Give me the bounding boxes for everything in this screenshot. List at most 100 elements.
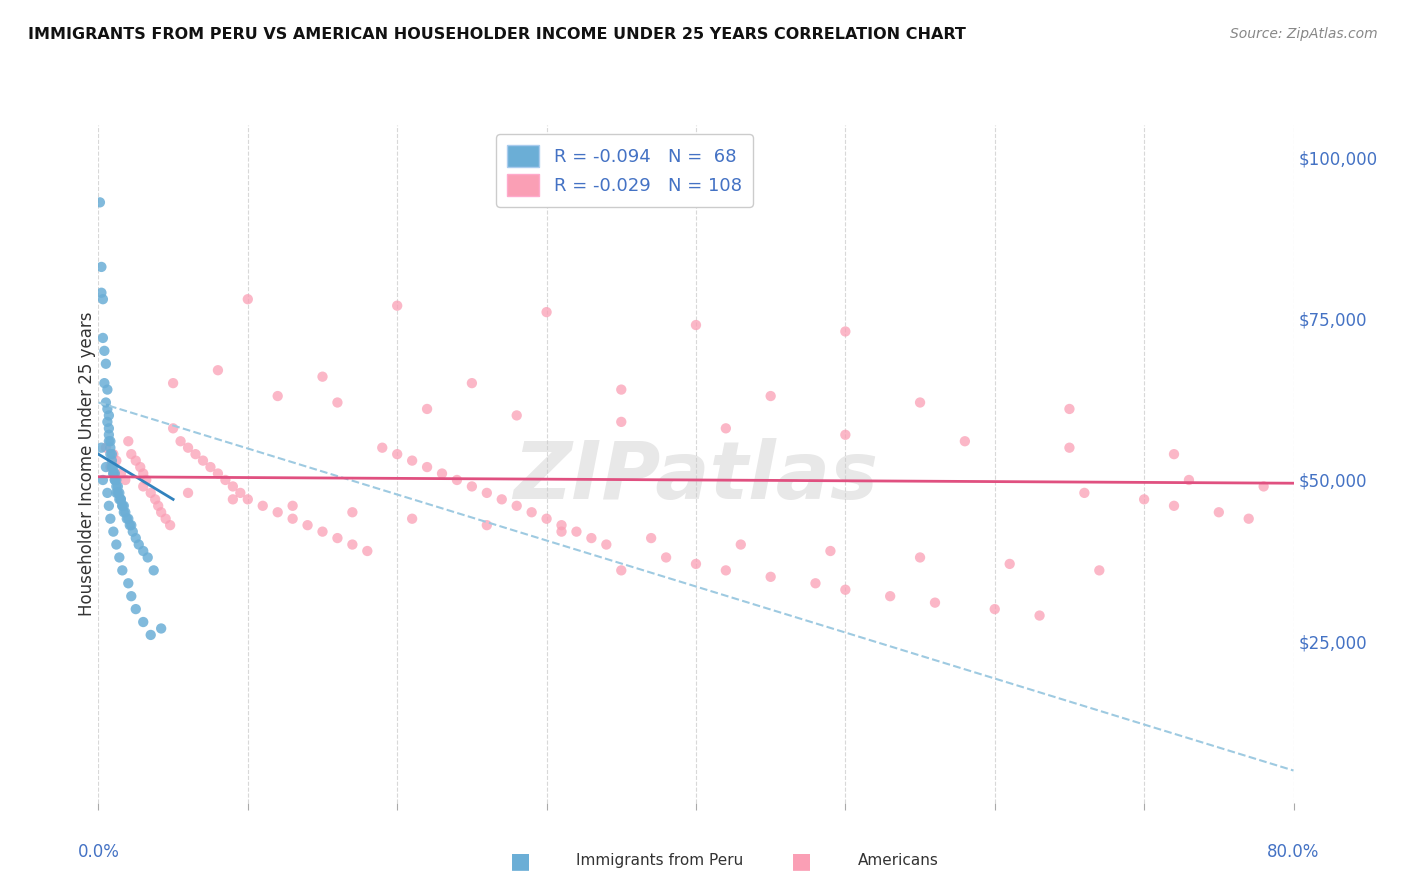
Point	[1059, 401, 1081, 416]
Point	[984, 602, 1007, 616]
Text: Source: ZipAtlas.com: Source: ZipAtlas.com	[1230, 27, 1378, 41]
Point	[430, 467, 453, 481]
Point	[520, 505, 543, 519]
Point	[177, 486, 200, 500]
Point	[565, 524, 588, 539]
Point	[100, 447, 122, 461]
Point	[834, 582, 856, 597]
Point	[93, 376, 115, 391]
Point	[97, 409, 120, 423]
Point	[356, 544, 378, 558]
Point	[108, 492, 131, 507]
Point	[118, 518, 141, 533]
Point	[236, 292, 259, 306]
Point	[1163, 499, 1185, 513]
Point	[1028, 608, 1050, 623]
Point	[100, 512, 122, 526]
Point	[104, 473, 127, 487]
Point	[139, 628, 162, 642]
Point	[222, 479, 245, 493]
Point	[326, 531, 349, 545]
Point	[115, 512, 138, 526]
Point	[104, 473, 127, 487]
Point	[446, 473, 468, 487]
Point	[117, 576, 139, 591]
Point	[150, 505, 173, 519]
Point	[461, 479, 484, 493]
Point	[101, 447, 124, 461]
Point	[236, 492, 259, 507]
Point	[491, 492, 513, 507]
Point	[136, 550, 159, 565]
Point	[475, 518, 498, 533]
Point	[342, 505, 364, 519]
Point	[103, 460, 125, 475]
Point	[281, 512, 304, 526]
Point	[125, 602, 148, 616]
Point	[401, 512, 423, 526]
Point	[908, 550, 931, 565]
Point	[96, 486, 118, 500]
Point	[108, 550, 131, 565]
Point	[125, 531, 148, 545]
Point	[96, 401, 118, 416]
Point	[120, 589, 142, 603]
Point	[834, 427, 856, 442]
Point	[924, 596, 946, 610]
Point	[297, 518, 319, 533]
Point	[103, 447, 125, 461]
Point	[117, 434, 139, 449]
Text: Americans: Americans	[858, 854, 939, 868]
Point	[128, 537, 150, 551]
Point	[120, 447, 142, 461]
Point	[139, 486, 162, 500]
Point	[506, 409, 529, 423]
Point	[267, 389, 290, 403]
Point	[953, 434, 976, 449]
Point	[96, 415, 118, 429]
Point	[200, 460, 222, 475]
Point	[207, 363, 229, 377]
Point	[103, 467, 125, 481]
Point	[1253, 479, 1275, 493]
Point	[111, 499, 134, 513]
Point	[416, 460, 439, 475]
Point	[685, 557, 707, 571]
Point	[177, 441, 200, 455]
Point	[105, 473, 128, 487]
Legend: R = -0.094   N =  68, R = -0.029   N = 108: R = -0.094 N = 68, R = -0.029 N = 108	[496, 134, 752, 207]
Point	[1208, 505, 1230, 519]
Point	[252, 499, 274, 513]
Point	[132, 479, 155, 493]
Point	[110, 492, 132, 507]
Point	[97, 499, 120, 513]
Point	[108, 486, 131, 500]
Point	[97, 421, 120, 435]
Point	[998, 557, 1021, 571]
Point	[121, 524, 143, 539]
Point	[132, 467, 155, 481]
Point	[162, 376, 184, 391]
Point	[114, 473, 136, 487]
Point	[416, 401, 439, 416]
Point	[879, 589, 901, 603]
Text: ■: ■	[792, 851, 811, 871]
Point	[610, 563, 633, 577]
Point	[506, 499, 529, 513]
Point	[90, 285, 112, 300]
Point	[101, 460, 124, 475]
Point	[640, 531, 662, 545]
Point	[759, 389, 782, 403]
Text: ■: ■	[510, 851, 530, 871]
Point	[908, 395, 931, 409]
Point	[105, 537, 128, 551]
Point	[207, 467, 229, 481]
Point	[184, 447, 207, 461]
Point	[1178, 473, 1201, 487]
Point	[90, 260, 112, 274]
Point	[834, 325, 856, 339]
Point	[759, 570, 782, 584]
Point	[101, 453, 124, 467]
Text: 0.0%: 0.0%	[77, 844, 120, 862]
Point	[1163, 447, 1185, 461]
